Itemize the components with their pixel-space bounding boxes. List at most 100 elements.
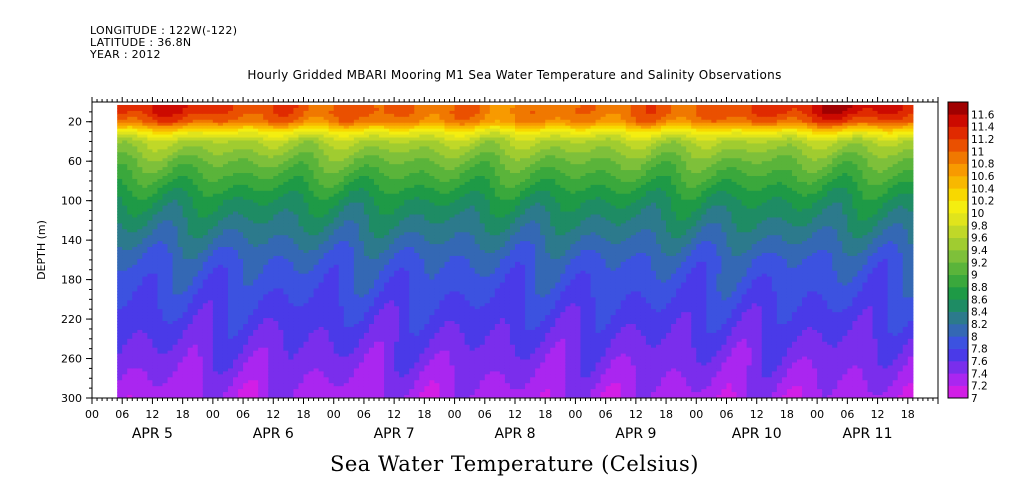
heatmap-cell bbox=[172, 196, 179, 201]
heatmap-cell bbox=[147, 116, 154, 121]
heatmap-cell bbox=[167, 300, 174, 304]
heatmap-cell bbox=[197, 294, 204, 298]
heatmap-cell bbox=[212, 247, 219, 251]
heatmap-cell bbox=[182, 176, 189, 180]
heatmap-cell bbox=[132, 244, 138, 248]
heatmap-cell bbox=[243, 356, 249, 361]
heatmap-cell bbox=[217, 389, 224, 393]
heatmap-cell bbox=[227, 167, 234, 171]
heatmap-cell bbox=[233, 187, 239, 192]
heatmap-cell bbox=[132, 161, 138, 165]
heatmap-cell bbox=[248, 282, 254, 287]
heatmap-cell bbox=[217, 250, 224, 254]
heatmap-cell bbox=[253, 143, 259, 147]
heatmap-cell bbox=[137, 125, 143, 130]
heatmap-cell bbox=[187, 276, 194, 281]
heatmap-cell bbox=[182, 395, 189, 398]
heatmap-cell bbox=[212, 273, 219, 278]
heatmap-cell bbox=[263, 252, 269, 257]
heatmap-cell bbox=[233, 380, 239, 384]
heatmap-cell bbox=[258, 125, 264, 130]
heatmap-cell bbox=[132, 326, 138, 331]
heatmap-cell bbox=[182, 338, 189, 343]
heatmap-cell bbox=[192, 332, 199, 337]
heatmap-cell bbox=[248, 380, 254, 384]
heatmap-cell bbox=[177, 309, 184, 313]
heatmap-cell bbox=[238, 167, 244, 171]
heatmap-cell bbox=[202, 386, 209, 390]
heatmap-cell bbox=[233, 232, 239, 236]
heatmap-cell bbox=[172, 389, 179, 393]
heatmap-cell bbox=[238, 312, 244, 316]
heatmap-cell bbox=[162, 279, 169, 284]
heatmap-cell bbox=[248, 383, 254, 387]
heatmap-cell bbox=[248, 341, 254, 346]
heatmap-cell bbox=[258, 211, 264, 216]
heatmap-cell bbox=[167, 158, 174, 162]
heatmap-cell bbox=[217, 143, 224, 147]
heatmap-cell bbox=[187, 235, 194, 239]
heatmap-cell bbox=[233, 158, 239, 162]
heatmap-cell bbox=[172, 374, 179, 378]
heatmap-cell bbox=[122, 193, 128, 198]
heatmap-cell bbox=[217, 306, 224, 310]
heatmap-cell bbox=[217, 356, 224, 361]
heatmap-cell bbox=[187, 365, 194, 369]
heatmap-cell bbox=[182, 155, 189, 159]
heatmap-cell bbox=[152, 383, 159, 387]
heatmap-cell bbox=[248, 146, 254, 150]
heatmap-cell bbox=[182, 178, 189, 183]
heatmap-cell bbox=[162, 211, 169, 216]
heatmap-cell bbox=[243, 116, 249, 121]
heatmap-cell bbox=[212, 217, 219, 221]
heatmap-cell bbox=[182, 193, 189, 198]
heatmap-cell bbox=[182, 167, 189, 171]
heatmap-cell bbox=[222, 383, 229, 387]
heatmap-cell bbox=[217, 321, 224, 325]
heatmap-cell bbox=[253, 270, 259, 275]
heatmap-cell bbox=[222, 161, 229, 165]
heatmap-cell bbox=[238, 276, 244, 281]
heatmap-cell bbox=[238, 247, 244, 251]
heatmap-cell bbox=[253, 104, 259, 109]
heatmap-cell bbox=[142, 389, 148, 393]
heatmap-cell bbox=[147, 359, 154, 364]
heatmap-cell bbox=[202, 178, 209, 183]
heatmap-cell bbox=[248, 356, 254, 361]
heatmap-cell bbox=[122, 294, 128, 298]
heatmap-cell bbox=[217, 134, 224, 139]
heatmap-cell bbox=[227, 244, 234, 248]
heatmap-cell bbox=[157, 347, 164, 352]
heatmap-cell bbox=[243, 380, 249, 384]
heatmap-cell bbox=[182, 170, 189, 174]
heatmap-cell bbox=[202, 223, 209, 227]
heatmap-cell bbox=[217, 241, 224, 245]
heatmap-cell bbox=[152, 208, 159, 213]
heatmap-cell bbox=[117, 350, 123, 355]
heatmap-cell bbox=[172, 164, 179, 168]
heatmap-cell bbox=[187, 128, 194, 133]
heatmap-cell bbox=[117, 359, 123, 364]
heatmap-cell bbox=[132, 380, 138, 384]
heatmap-cell bbox=[182, 131, 189, 136]
heatmap-cell bbox=[177, 306, 184, 310]
heatmap-cell bbox=[177, 152, 184, 156]
heatmap-cell bbox=[222, 300, 229, 304]
heatmap-cell bbox=[238, 332, 244, 337]
heatmap-cell bbox=[207, 217, 214, 221]
heatmap-cell bbox=[192, 173, 199, 177]
heatmap-cell bbox=[197, 303, 204, 307]
heatmap-cell bbox=[142, 276, 148, 281]
heatmap-cell bbox=[182, 264, 189, 269]
heatmap-cell bbox=[187, 146, 194, 150]
heatmap-cell bbox=[238, 164, 244, 168]
heatmap-cell bbox=[117, 303, 123, 307]
heatmap-cell bbox=[192, 164, 199, 168]
heatmap-cell bbox=[157, 395, 164, 398]
heatmap-cell bbox=[192, 273, 199, 278]
heatmap-cell bbox=[233, 321, 239, 325]
heatmap-cell bbox=[217, 329, 224, 334]
heatmap-cell bbox=[147, 232, 154, 236]
heatmap-cell bbox=[147, 300, 154, 304]
heatmap-cell bbox=[127, 125, 133, 130]
